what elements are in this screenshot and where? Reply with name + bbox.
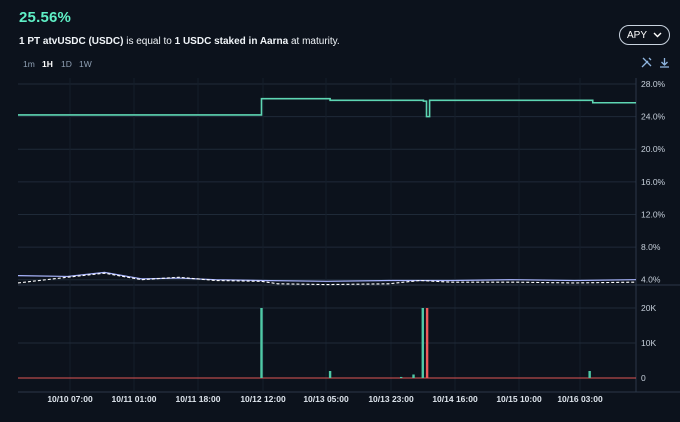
volume-tick-label: 10K (641, 338, 656, 348)
apy-mode-dropdown[interactable]: APY (619, 25, 670, 45)
x-tick-label: 10/13 23:00 (368, 394, 414, 404)
tools-icon[interactable] (640, 56, 653, 69)
volume-bar (328, 371, 332, 378)
volume-bar (260, 308, 263, 378)
x-tick-label: 10/16 03:00 (557, 394, 603, 404)
timeframe-1d[interactable]: 1D (61, 59, 72, 69)
volume-bar (412, 374, 415, 378)
x-tick-label: 10/13 05:00 (303, 394, 349, 404)
y-tick-label: 24.0% (641, 112, 666, 122)
x-tick-label: 10/11 01:00 (112, 394, 157, 404)
series-line-dashed (17, 272, 637, 286)
volume-tick-label: 20K (641, 303, 656, 313)
desc-text-2: at maturity. (288, 36, 340, 47)
volume-bar (425, 308, 429, 378)
y-tick-label: 28.0% (641, 79, 666, 89)
volume-bar (588, 371, 591, 378)
y-tick-label: 8.0% (641, 242, 661, 252)
x-tick-label: 10/11 18:00 (176, 394, 221, 404)
y-tick-label: 12.0% (641, 209, 666, 219)
desc-text-1: is equal to (123, 36, 175, 47)
volume-bar (421, 308, 424, 378)
x-axis-labels: 10/10 07:00 10/11 01:00 10/11 18:00 10/12 1… (47, 394, 603, 404)
download-icon[interactable] (658, 56, 671, 69)
y-tick-label: 20.0% (641, 144, 666, 154)
volume-tick-label: 0 (641, 373, 646, 383)
x-tick-label: 10/12 12:00 (240, 394, 286, 404)
chevron-down-icon (653, 32, 662, 38)
apy-value: 25.56% (19, 9, 72, 26)
pt-token-label: 1 PT atvUSDC (USDC) (19, 36, 124, 47)
maturity-description: 1 PT atvUSDC (USDC) is equal to 1 USDC s… (19, 36, 340, 47)
volume-bars (18, 308, 636, 379)
volume-bar (399, 376, 403, 378)
series-line-solid (17, 271, 637, 282)
y-tick-label: 16.0% (641, 177, 666, 187)
x-tick-label: 10/15 10:00 (496, 394, 542, 404)
underlying-label: 1 USDC staked in Aarna (174, 36, 289, 47)
y-axis-labels: 28.0% 24.0% 20.0% 16.0% 12.0% 8.0% 4.0% 20K 10K 0 (641, 79, 666, 383)
y-tick-label: 4.0% (641, 275, 661, 285)
series-line-step (18, 97, 636, 118)
x-tick-label: 10/14 16:00 (432, 394, 478, 404)
apy-mode-label: APY (626, 29, 647, 41)
chart-grid (18, 78, 680, 393)
x-tick-label: 10/10 07:00 (47, 394, 93, 404)
timeframe-1m[interactable]: 1m (23, 59, 35, 69)
timeframe-1w[interactable]: 1W (79, 59, 92, 69)
timeframe-1h[interactable]: 1H (42, 59, 53, 69)
chart-lines (17, 97, 637, 286)
